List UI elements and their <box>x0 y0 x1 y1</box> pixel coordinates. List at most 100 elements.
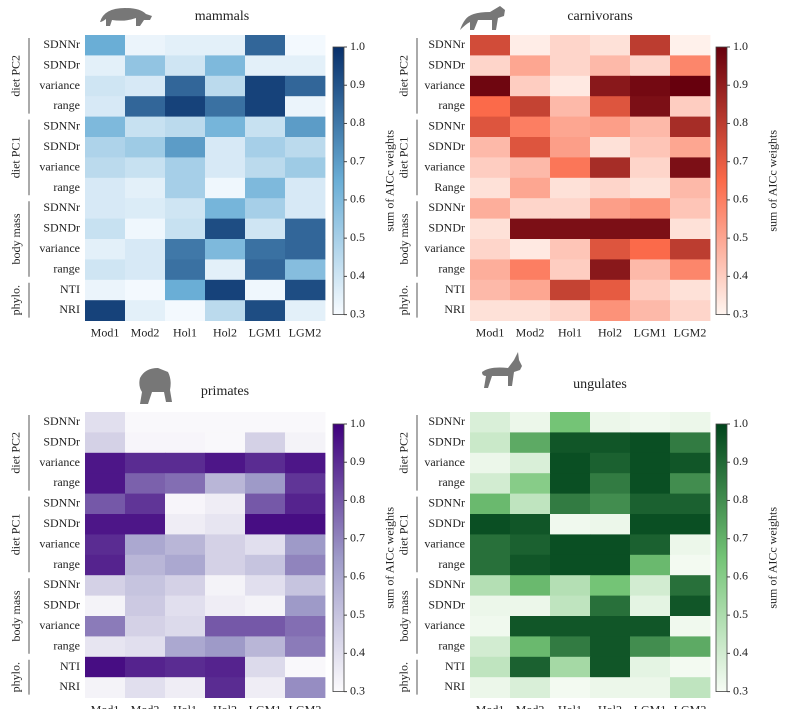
heat-cell <box>590 177 631 199</box>
heat-cell <box>165 259 206 281</box>
heat-cell <box>205 452 246 474</box>
heat-cell <box>285 177 326 199</box>
heat-cell <box>670 412 711 433</box>
heat-cell <box>165 55 206 77</box>
colorbar-tick-label: 0.3 <box>733 306 748 320</box>
colorbar-label: sum of AICc weights <box>383 507 397 609</box>
heat-cell <box>85 177 126 199</box>
heat-cell <box>510 177 551 199</box>
heat-cell <box>285 218 326 240</box>
heat-cell <box>165 636 206 658</box>
heat-cell <box>550 575 591 596</box>
heat-cell <box>165 575 206 596</box>
heat-cell <box>670 677 711 698</box>
group-label: phylo. <box>9 285 23 315</box>
group-label: body mass <box>397 590 411 641</box>
row-label: variance <box>39 455 80 469</box>
heat-cell <box>165 534 206 556</box>
heat-cell <box>670 35 711 56</box>
heat-cell <box>85 554 126 576</box>
heat-cell <box>165 96 206 117</box>
heat-cell <box>205 493 246 515</box>
heat-cell <box>590 218 631 240</box>
heat-cell <box>205 300 246 321</box>
row-label: SDNNr <box>43 200 80 214</box>
heat-cell <box>285 198 326 219</box>
heat-cell <box>630 35 671 56</box>
heat-cell <box>550 279 591 301</box>
heat-cell <box>670 636 711 658</box>
heat-cell <box>590 636 631 658</box>
heat-cell <box>125 677 166 698</box>
column-label: Hol1 <box>558 702 582 709</box>
heat-cell <box>85 239 126 260</box>
heat-cell <box>165 198 206 219</box>
heat-cell <box>590 55 631 77</box>
colorbar <box>715 423 728 693</box>
heat-cell <box>125 96 166 117</box>
heat-cell <box>205 473 246 494</box>
heat-cell <box>205 55 246 77</box>
heat-cell <box>550 595 591 617</box>
heat-cell <box>125 514 166 535</box>
colorbar-tick-label: 1.0 <box>350 39 365 53</box>
heat-cell <box>125 656 166 678</box>
row-label: SDNDr <box>428 598 465 612</box>
heat-cell <box>85 55 126 77</box>
ungulate-icon <box>482 352 522 388</box>
heat-cell <box>590 116 631 138</box>
group-label: diet PC1 <box>9 514 23 556</box>
heat-cell <box>285 514 326 535</box>
heat-cell <box>85 300 126 321</box>
heat-cell <box>510 514 551 535</box>
row-label: SDNNr <box>43 414 80 428</box>
heat-cell <box>550 218 591 240</box>
row-label: SDNDr <box>428 516 465 530</box>
heat-cell <box>205 656 246 678</box>
heat-cell <box>510 656 551 678</box>
heat-cell <box>470 473 511 494</box>
group-label: body mass <box>9 590 23 641</box>
heat-cell <box>85 116 126 138</box>
heat-cell <box>550 96 591 117</box>
heat-cell <box>550 239 591 260</box>
heat-cell <box>590 554 631 576</box>
heat-cell <box>205 636 246 658</box>
heat-cell <box>125 412 166 433</box>
group-label: diet PC1 <box>397 137 411 179</box>
heat-cell <box>470 493 511 515</box>
heat-cell <box>510 75 551 97</box>
colorbar-tick-label: 0.3 <box>350 306 365 320</box>
heat-cell <box>165 514 206 535</box>
colorbar-tick-label: 0.7 <box>350 530 365 544</box>
heat-cell <box>550 55 591 77</box>
heat-cell <box>670 177 711 199</box>
colorbar-tick-label: 0.6 <box>350 192 365 206</box>
carnivoran-icon <box>460 6 505 30</box>
heat-cell <box>165 137 206 158</box>
heat-cell <box>205 96 246 117</box>
heat-cell <box>510 452 551 474</box>
heat-cell <box>245 198 286 219</box>
heat-cell <box>245 514 286 535</box>
heat-cell <box>470 677 511 698</box>
heat-cell <box>205 218 246 240</box>
heat-cell <box>245 554 286 576</box>
heat-cell <box>245 493 286 515</box>
heat-cell <box>510 493 551 515</box>
row-label: SDNDr <box>43 516 80 530</box>
heat-cell <box>630 452 671 474</box>
primate-icon <box>139 368 172 404</box>
heat-cell <box>245 137 286 158</box>
heat-cell <box>630 177 671 199</box>
heat-cell <box>510 239 551 260</box>
heat-cell <box>670 75 711 97</box>
column-label: Mod2 <box>131 325 160 339</box>
heat-cell <box>630 279 671 301</box>
heat-cell <box>670 575 711 596</box>
heat-cell <box>85 412 126 433</box>
column-label: Mod2 <box>131 702 160 709</box>
heat-cell <box>205 279 246 301</box>
heat-cell <box>85 677 126 698</box>
column-label: Hol2 <box>213 325 237 339</box>
